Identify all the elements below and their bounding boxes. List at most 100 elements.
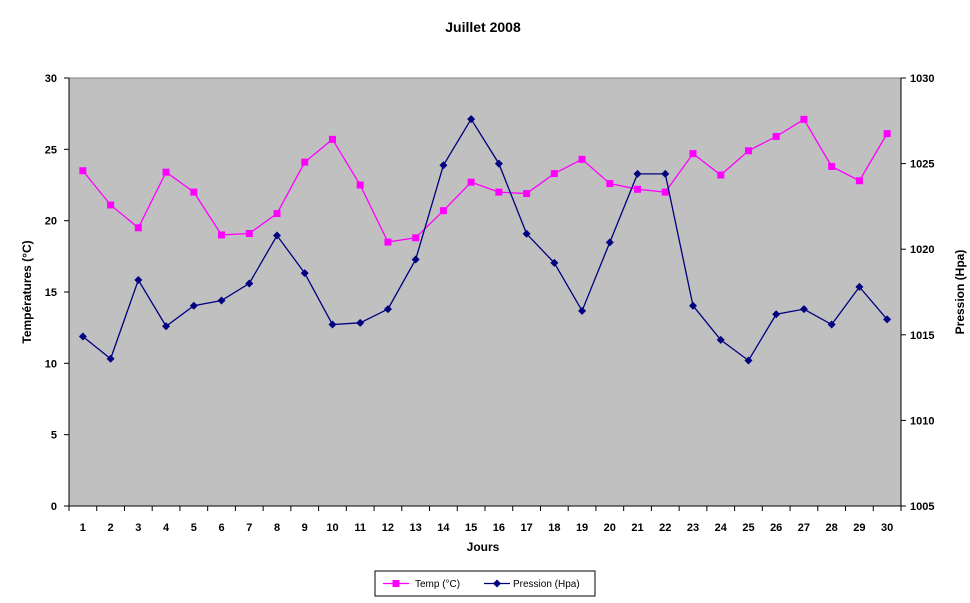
series-line-temp xyxy=(82,118,888,243)
legend-marker-pression xyxy=(493,579,501,588)
left-y-axis-label: Températures (°C) xyxy=(20,240,34,343)
right-y-tick-label: 1015 xyxy=(910,330,934,342)
data-point-pression xyxy=(300,269,309,278)
data-point-temp xyxy=(79,167,87,175)
x-tick-label: 29 xyxy=(853,522,865,534)
x-tick-label: 17 xyxy=(520,522,532,534)
data-point-temp xyxy=(578,155,586,163)
data-point-temp xyxy=(412,234,420,242)
data-point-temp xyxy=(273,210,281,218)
data-point-temp xyxy=(661,188,669,196)
right-y-tick-label: 1005 xyxy=(910,501,934,513)
right-y-tick-label: 1010 xyxy=(910,415,934,427)
data-point-temp xyxy=(356,181,364,189)
data-point-pression xyxy=(106,354,115,363)
x-tick-label: 19 xyxy=(576,522,588,534)
data-point-pression xyxy=(273,231,281,240)
data-point-temp xyxy=(190,188,198,196)
data-point-pression xyxy=(328,320,337,329)
plot-area xyxy=(68,77,902,507)
data-point-temp xyxy=(883,130,891,138)
data-point-temp xyxy=(550,170,558,178)
x-tick-label: 25 xyxy=(742,522,754,534)
data-point-pression xyxy=(883,315,892,324)
x-ticks: 1 2 3 4 5 6 7 8 9 10 11 12 13 14 15 16 17 18 19 20 21 22 23 24 2… xyxy=(68,506,902,534)
x-tick-label: 9 xyxy=(302,522,308,534)
x-tick-label: 4 xyxy=(163,522,170,534)
x-tick-label: 13 xyxy=(410,522,422,534)
legend-label-pression: Pression (Hpa) xyxy=(513,579,580,590)
data-point-pression xyxy=(189,301,198,310)
data-point-pression xyxy=(550,258,559,267)
data-point-temp xyxy=(689,150,697,158)
x-tick-label: 12 xyxy=(382,522,394,534)
data-point-temp xyxy=(107,201,115,209)
x-tick-label: 27 xyxy=(798,522,810,534)
data-point-pression xyxy=(383,305,392,314)
data-point-temp xyxy=(467,178,475,186)
right-y-tick-label: 1030 xyxy=(910,73,934,85)
data-point-temp xyxy=(523,190,531,198)
x-axis-label: Jours xyxy=(467,540,500,554)
data-point-pression xyxy=(689,301,697,310)
data-point-temp xyxy=(218,231,226,239)
x-tick-label: 10 xyxy=(326,522,338,534)
data-point-temp xyxy=(800,115,808,123)
data-point-temp xyxy=(134,224,142,232)
x-tick-label: 21 xyxy=(631,522,643,534)
data-point-temp xyxy=(439,207,447,215)
data-point-temp xyxy=(772,132,780,140)
x-tick-label: 23 xyxy=(687,522,699,534)
x-tick-label: 14 xyxy=(437,522,450,534)
data-point-pression xyxy=(578,306,587,315)
data-point-pression xyxy=(827,320,836,329)
series-line-pression xyxy=(82,117,888,362)
data-point-pression xyxy=(855,282,864,291)
data-point-pression xyxy=(744,356,753,365)
x-tick-label: 18 xyxy=(548,522,560,534)
left-y-tick-label: 30 xyxy=(45,73,57,85)
x-tick-label: 15 xyxy=(465,522,477,534)
data-point-temp xyxy=(855,177,863,185)
data-point-pression xyxy=(162,322,171,331)
x-tick-label: 7 xyxy=(246,522,252,534)
x-tick-label: 8 xyxy=(274,522,280,534)
series-layer xyxy=(78,115,892,365)
data-point-pression xyxy=(633,169,642,178)
x-tick-label: 30 xyxy=(881,522,893,534)
data-point-temp xyxy=(828,162,836,170)
x-tick-label: 20 xyxy=(604,522,616,534)
legend-label-temp: Temp (°C) xyxy=(415,579,460,590)
data-point-pression xyxy=(439,161,448,170)
x-tick-label: 22 xyxy=(659,522,671,534)
data-point-temp xyxy=(606,180,614,188)
legend-marker-temp xyxy=(392,580,400,587)
x-tick-label: 2 xyxy=(108,522,114,534)
legend: Temp (°C) Pression (Hpa) xyxy=(374,570,596,597)
data-point-pression xyxy=(356,318,365,327)
x-tick-label: 26 xyxy=(770,522,782,534)
data-point-temp xyxy=(495,188,503,196)
right-y-tick-label: 1020 xyxy=(910,244,934,256)
x-tick-label: 16 xyxy=(493,522,505,534)
left-y-tick-label: 0 xyxy=(51,501,57,513)
x-tick-label: 6 xyxy=(218,522,224,534)
data-point-pression xyxy=(716,335,725,344)
data-point-pression xyxy=(134,276,143,285)
data-point-temp xyxy=(162,168,170,176)
data-point-pression xyxy=(494,159,503,168)
left-y-tick-label: 15 xyxy=(45,287,57,299)
data-point-temp xyxy=(717,171,725,179)
data-point-pression xyxy=(605,238,614,247)
left-y-tick-label: 10 xyxy=(45,358,57,370)
left-y-ticks: 0 5 10 15 20 25 30 xyxy=(45,73,69,513)
data-point-pression xyxy=(522,229,531,238)
left-y-tick-label: 5 xyxy=(51,430,57,442)
data-point-pression xyxy=(78,332,87,341)
data-point-pression xyxy=(772,310,781,319)
x-tick-label: 24 xyxy=(715,522,728,534)
data-point-temp xyxy=(245,230,253,238)
x-tick-label: 11 xyxy=(354,522,366,534)
data-point-pression xyxy=(245,279,254,288)
